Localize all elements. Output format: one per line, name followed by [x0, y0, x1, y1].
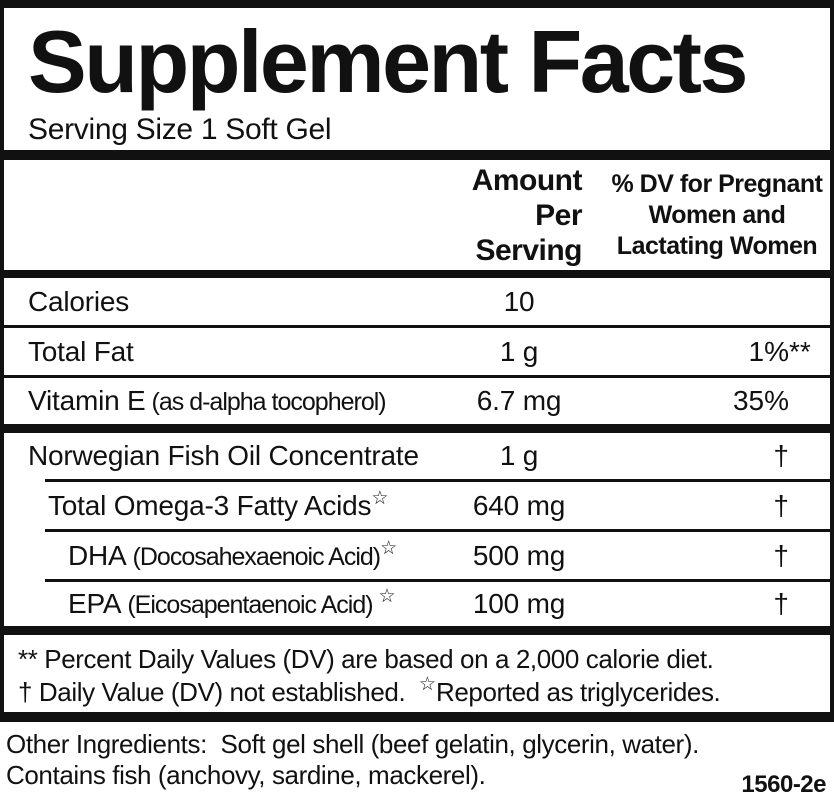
nutrient-name-text: Vitamin E — [28, 385, 146, 416]
facts-box: Supplement Facts Serving Size 1 Soft Gel… — [0, 0, 834, 722]
nutrient-detail: (as d-alpha tocopherol) — [151, 388, 387, 416]
nutrient-dv: † — [604, 490, 830, 522]
other-ingredients-section: Other Ingredients: Soft gel shell (beef … — [0, 722, 834, 803]
row-fish-oil-concentrate: Norwegian Fish Oil Concentrate 1 g † — [4, 433, 830, 479]
section-divider-bar — [4, 150, 830, 160]
footnote-dv: ** Percent Daily Values (DV) are based o… — [18, 644, 714, 674]
nutrient-name-text: Total Omega-3 Fatty Acids — [48, 489, 372, 521]
nutrient-name: DHA (Docosahexaenoic Acid)☆ — [4, 537, 434, 572]
dv-header-line1: % DV for Pregnant — [611, 169, 823, 198]
dv-header-line3: Lactating Women — [616, 231, 818, 260]
amount-header-line1: Amount Per — [471, 163, 583, 232]
other-ingredients: Other Ingredients: Soft gel shell (beef … — [6, 729, 699, 759]
nutrient-amount: 1 g — [499, 335, 539, 367]
nutrient-name: Calories — [4, 286, 434, 318]
nutrient-dv: † — [604, 540, 830, 572]
nutrient-name: Total Fat — [4, 336, 434, 368]
nutrient-name: EPA (Eicosapentaenoic Acid) ☆ — [4, 586, 434, 620]
nutrient-amount: 6.7 mg — [476, 385, 562, 416]
row-dha: DHA (Docosahexaenoic Acid)☆ 500 mg † — [4, 532, 830, 579]
page-title: Supplement Facts — [28, 12, 748, 111]
section-divider-bar — [4, 626, 830, 635]
nutrient-name-text: Calories — [28, 285, 130, 317]
nutrient-name: Total Omega-3 Fatty Acids☆ — [4, 487, 434, 522]
nutrient-amount: 500 mg — [472, 539, 566, 571]
nutrient-amount: 10 — [503, 285, 535, 317]
section-divider-bar — [4, 424, 830, 433]
star-symbol: ☆ — [418, 674, 436, 695]
amount-header-line2: Serving — [475, 233, 582, 267]
star-symbol: ☆ — [371, 487, 389, 509]
product-code: 1560-2e — [741, 771, 826, 798]
dv-value: 35% — [732, 385, 789, 416]
row-omega3: Total Omega-3 Fatty Acids☆ 640 mg † — [4, 482, 830, 529]
column-header-amount: Amount Per Serving — [434, 163, 604, 268]
footnote-star-text: Reported as triglycerides. — [435, 677, 721, 707]
row-divider-indented — [45, 579, 830, 582]
dv-header-line2: Women and — [648, 200, 786, 229]
column-header-dv: % DV for Pregnant Women and Lactating Wo… — [604, 169, 830, 262]
nutrient-dv: † — [604, 588, 830, 620]
star-symbol: ☆ — [380, 537, 398, 559]
dagger-symbol: † — [773, 489, 789, 521]
footnote-dagger-text: † Daily Value (DV) not established. — [18, 677, 419, 707]
row-divider — [4, 325, 830, 328]
nutrient-name-text: Total Fat — [28, 335, 134, 367]
nutrient-dv: 1%** — [748, 335, 811, 367]
title-section: Supplement Facts Serving Size 1 Soft Gel — [4, 8, 830, 150]
dv-value: 1% — [748, 335, 789, 367]
row-divider-indented — [45, 529, 830, 532]
section-divider-bar — [4, 270, 830, 278]
nutrient-dv: † — [604, 440, 830, 472]
allergen-statement: Contains fish (anchovy, sardine, mackere… — [6, 760, 486, 790]
nutrient-name-text: DHA — [68, 539, 127, 571]
nutrient-amount: 1 g — [499, 440, 539, 471]
nutrient-dv: 35% — [604, 385, 830, 417]
header-row: Amount Per Serving % DV for Pregnant Wom… — [4, 160, 830, 270]
row-calories: Calories 10 — [4, 278, 830, 325]
nutrient-detail: (Eicosapentaenoic Acid) — [127, 591, 379, 619]
dagger-symbol: † — [773, 539, 789, 571]
dagger-symbol: † — [773, 588, 789, 619]
footnote-dagger: † Daily Value (DV) not established. ☆Rep… — [18, 674, 818, 712]
nutrient-amount: 100 mg — [472, 588, 566, 619]
row-divider-indented — [45, 479, 830, 482]
dagger-symbol: † — [773, 440, 789, 471]
nutrient-detail: (Docosahexaenoic Acid) — [132, 542, 382, 571]
star-symbol: ☆ — [378, 586, 396, 607]
footnote-section: ** Percent Daily Values (DV) are based o… — [4, 635, 830, 712]
nutrient-amount: 640 mg — [472, 489, 566, 521]
row-total-fat: Total Fat 1 g 1%** — [4, 328, 830, 375]
nutrient-name: Vitamin E (as d-alpha tocopherol) — [4, 385, 434, 417]
row-epa: EPA (Eicosapentaenoic Acid) ☆ 100 mg † — [4, 582, 830, 626]
nutrient-name-text: EPA — [68, 588, 122, 619]
row-divider — [4, 375, 830, 378]
row-vitamin-e: Vitamin E (as d-alpha tocopherol) 6.7 mg … — [4, 378, 830, 424]
nutrient-name-text: Norwegian Fish Oil Concentrate — [28, 440, 419, 471]
nutrient-name: Norwegian Fish Oil Concentrate — [4, 440, 434, 472]
serving-size: Serving Size 1 Soft Gel — [28, 113, 332, 146]
